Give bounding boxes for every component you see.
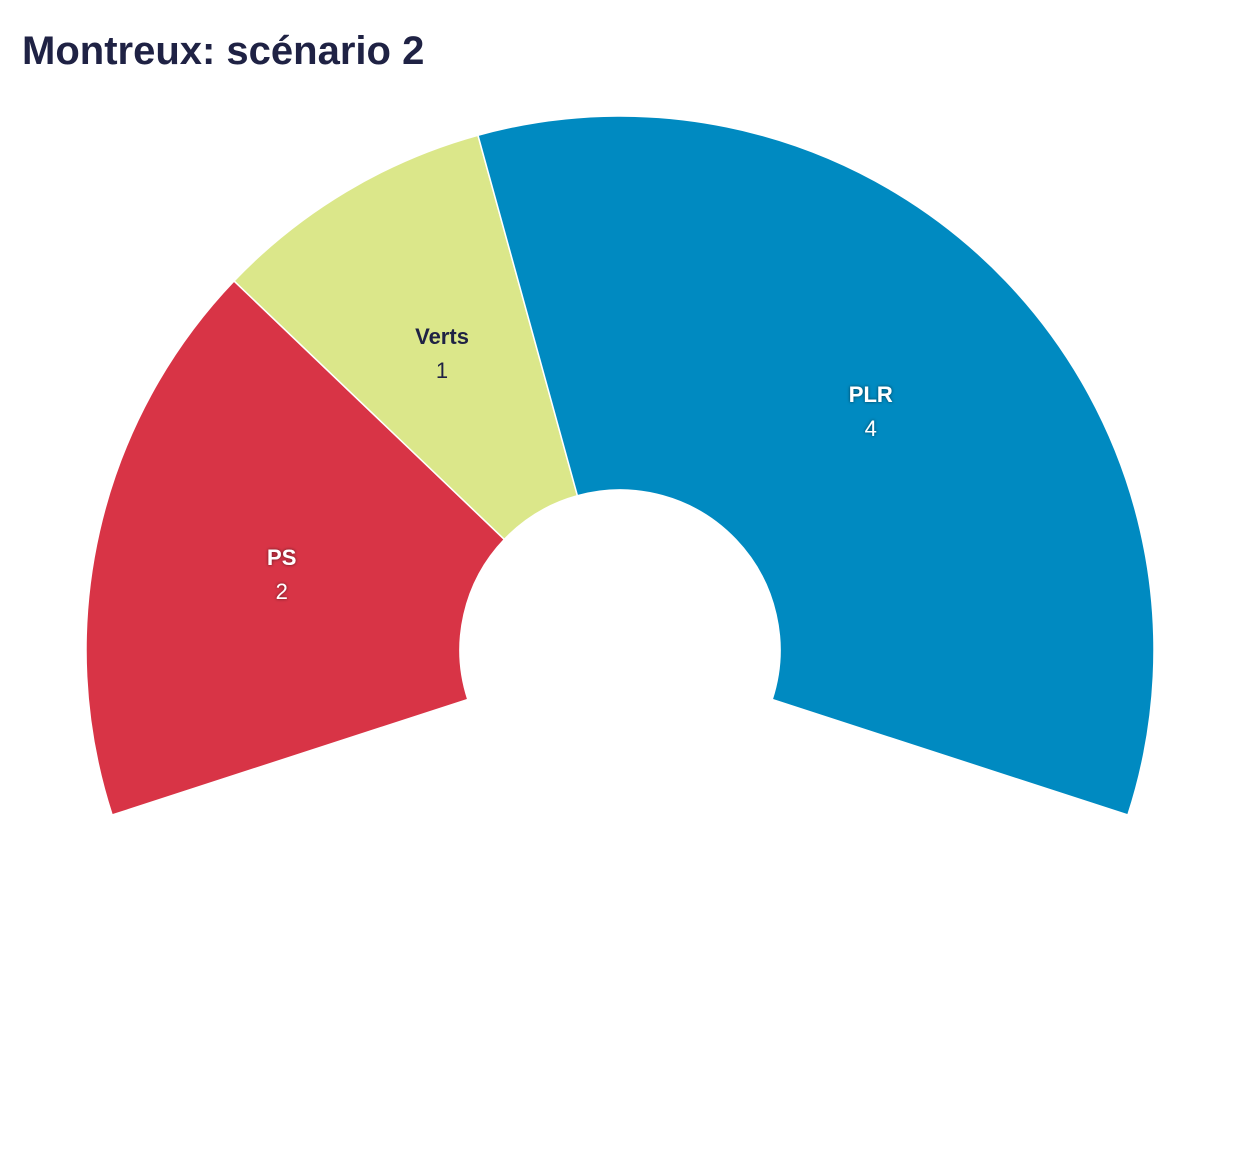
segment-value: 2 [276,579,288,604]
segment-value: 1 [436,358,448,383]
segment-label: Verts [415,324,469,349]
arc-segment [232,134,579,541]
chart-title: Montreux: scénario 2 [22,29,424,73]
arcs [85,115,1155,816]
arc-segment [477,115,1155,816]
segment-value: 4 [865,416,877,441]
arc-segment [85,279,506,816]
segment-label: PLR [849,382,893,407]
labels: PS 2 Verts 1 PLR 4 [267,324,893,604]
segment-label: PS [267,545,296,570]
